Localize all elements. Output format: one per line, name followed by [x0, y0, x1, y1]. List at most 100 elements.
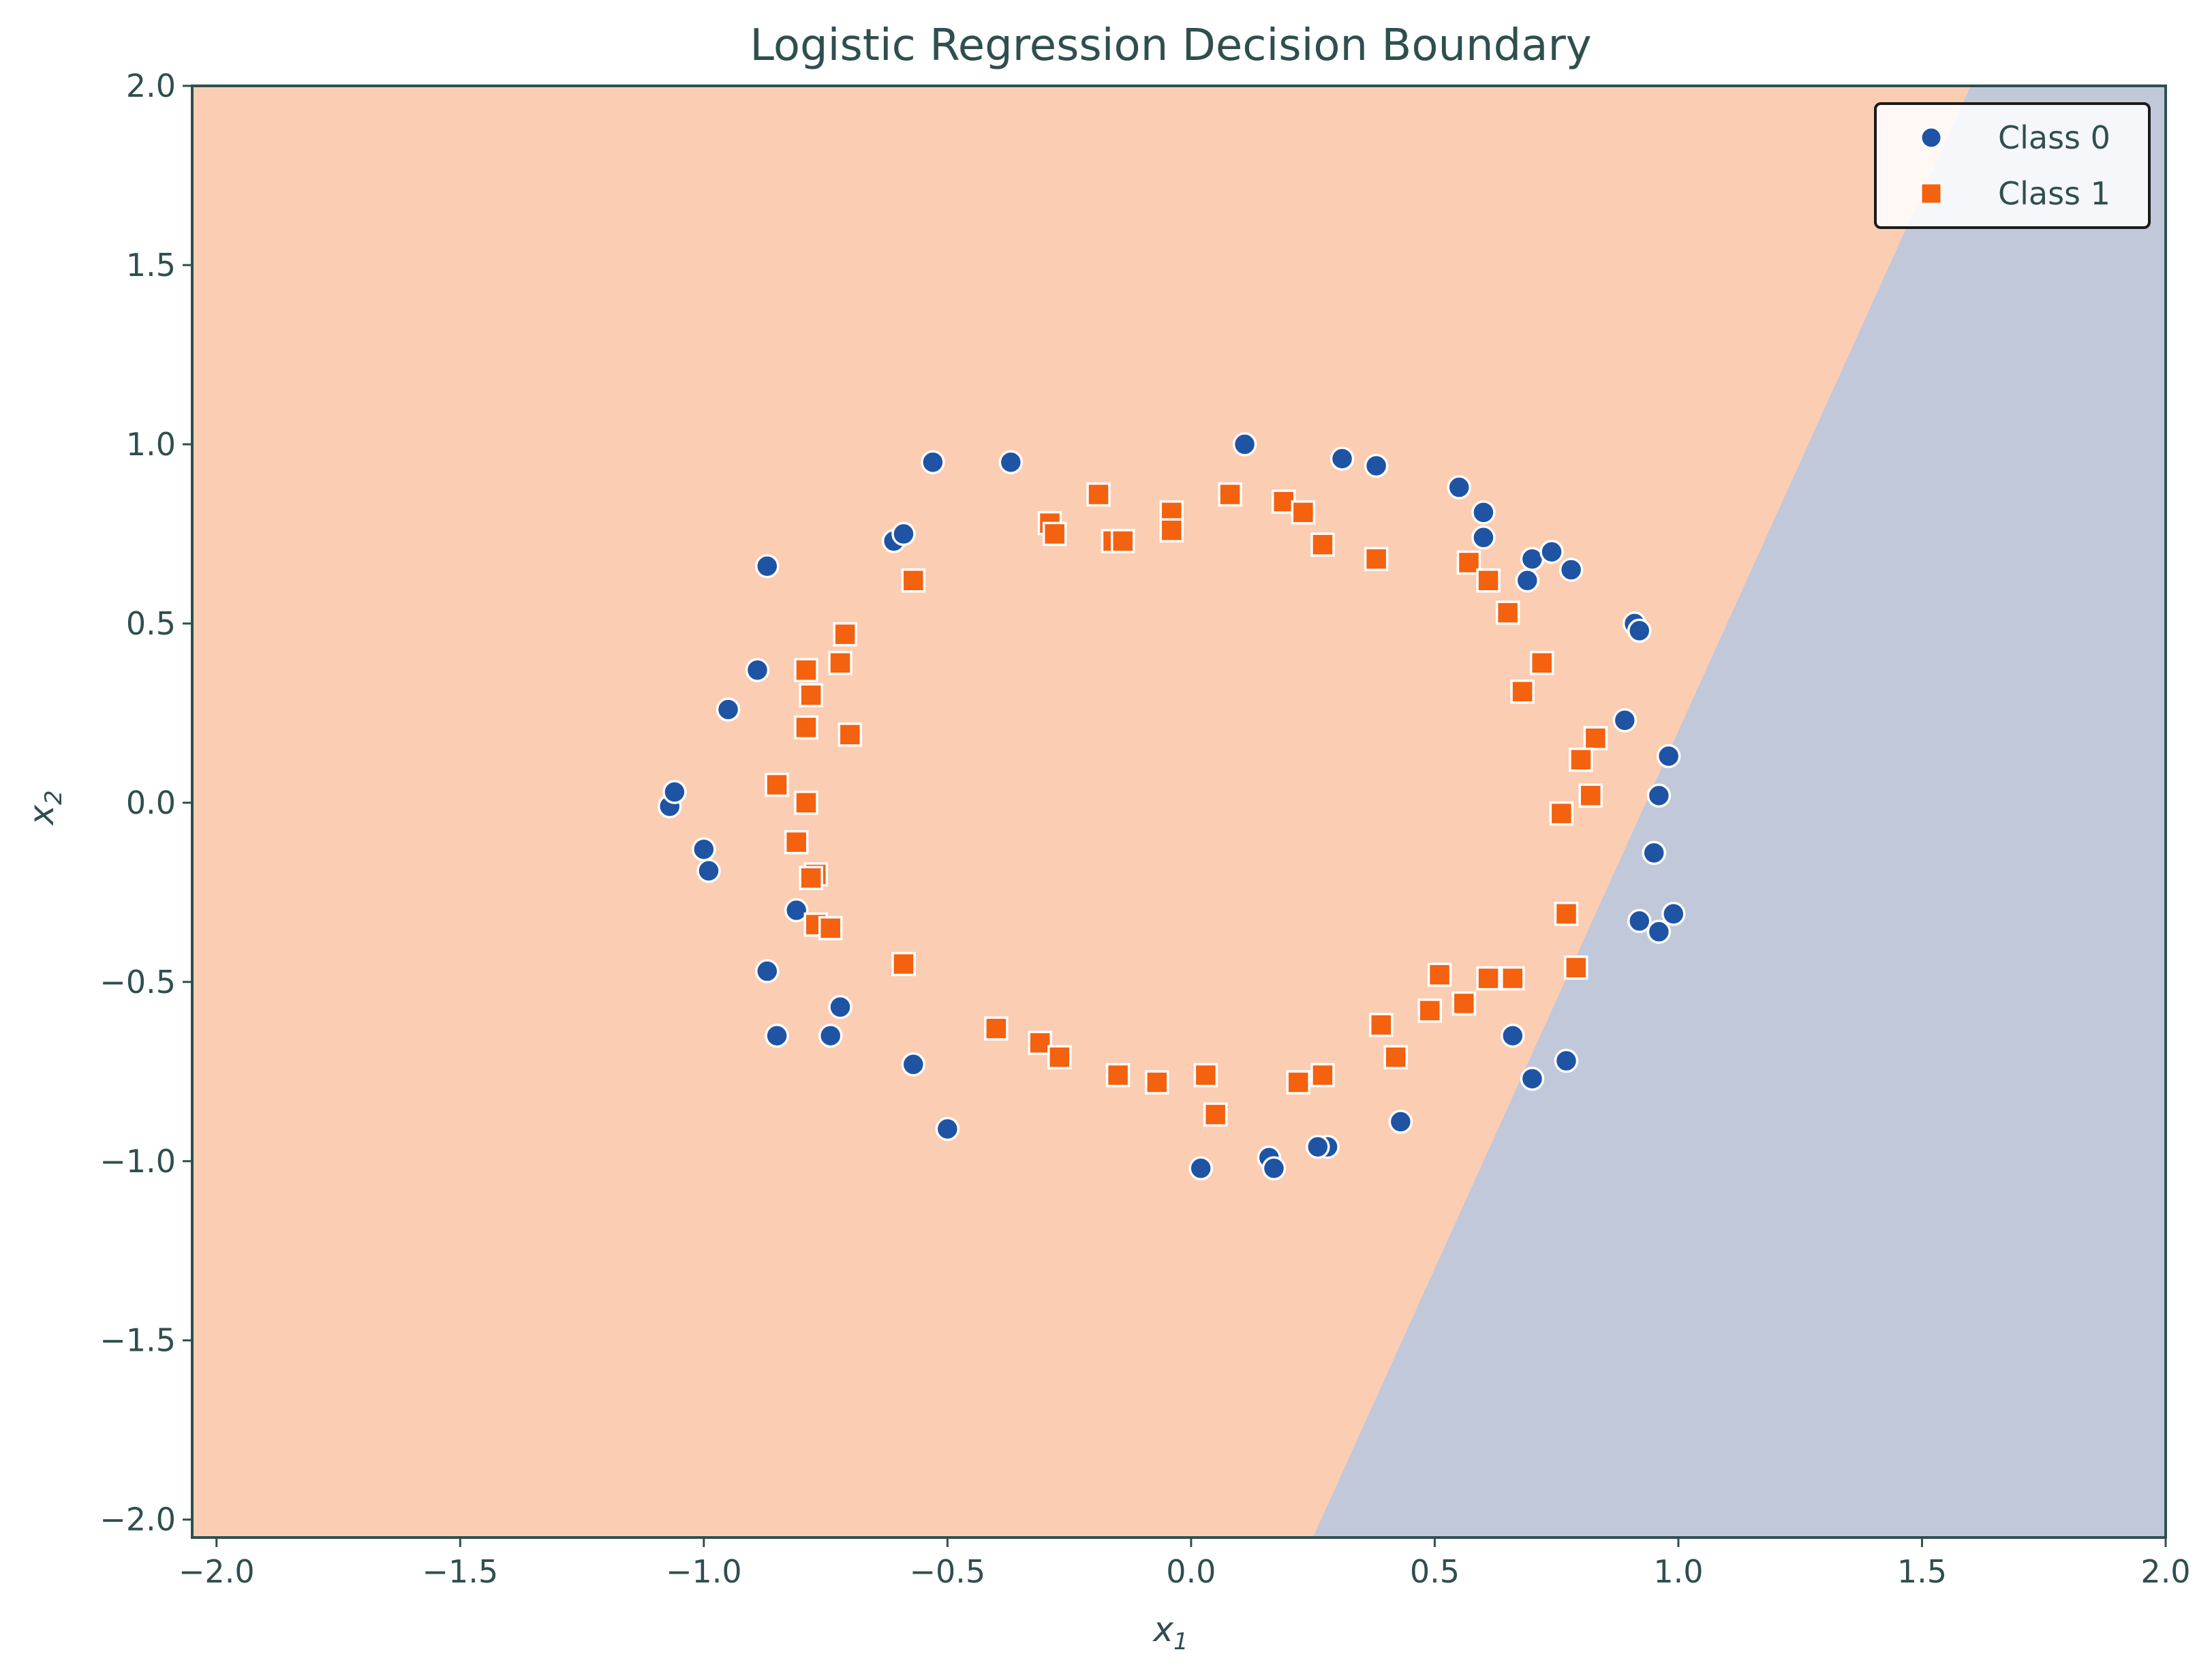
class-0-point	[1388, 1110, 1413, 1134]
class-0-point	[1661, 902, 1686, 926]
class-1-point	[1456, 550, 1481, 575]
class-1-point	[1578, 783, 1603, 808]
class-0-point	[745, 658, 770, 683]
class-1-point	[1417, 998, 1443, 1023]
class-1-point	[818, 916, 843, 940]
y-tick-label: −1.5	[99, 1322, 176, 1359]
class-0-point	[1656, 744, 1681, 769]
class-1-point	[1427, 962, 1452, 988]
class-1-point	[1451, 991, 1477, 1016]
class-1-point	[1028, 1030, 1052, 1055]
class-0-region	[1312, 86, 2166, 1538]
x-tick-label: 1.0	[1653, 1553, 1703, 1590]
class-0-point	[1232, 432, 1257, 457]
class-0-point	[784, 898, 809, 923]
class-0-point	[1515, 568, 1540, 593]
class-1-point	[1111, 529, 1135, 553]
y-tick-label: 0.0	[126, 784, 176, 821]
x-tick-label: 1.5	[1897, 1553, 1947, 1590]
class-1-point	[1501, 966, 1525, 991]
class-0-point	[998, 450, 1024, 474]
class-1-point	[1193, 1062, 1218, 1088]
y-tick-label: 2.0	[126, 67, 176, 104]
class-1-point	[838, 722, 863, 747]
class-0-point	[755, 553, 780, 579]
legend-label-class-1: Class 1	[1998, 175, 2110, 212]
class-0-point	[1554, 1048, 1579, 1073]
class-0-point	[1612, 708, 1638, 733]
class-1-point	[1291, 500, 1316, 525]
class-0-point	[1364, 453, 1389, 478]
class-1-point	[1554, 902, 1579, 926]
class-0-point	[1330, 446, 1355, 471]
class-1-point	[1476, 966, 1501, 991]
class-0-point	[1261, 1156, 1287, 1181]
class-1-point	[1583, 726, 1608, 750]
x-tick-label: −2.0	[179, 1553, 255, 1590]
class-0-point	[901, 1052, 926, 1077]
x-tick-label: −0.5	[909, 1553, 985, 1590]
class-1-point	[1529, 650, 1554, 675]
x-axis-ticks: −2.0 −1.5 −1.0 −0.5 0.0 0.5 1.0 1.5 2.0	[179, 1538, 2191, 1590]
plot-frame	[191, 85, 2167, 1539]
class-0-point	[1646, 919, 1672, 944]
class-1-point	[799, 683, 823, 707]
y-axis-label-subscript: 2	[40, 790, 67, 805]
class-0-point	[1188, 1156, 1213, 1181]
class-1-point	[1364, 547, 1389, 571]
class-1-point	[1476, 568, 1501, 593]
legend-box	[1874, 102, 2151, 229]
x-tick-label: −1.5	[422, 1553, 498, 1590]
class-1-point	[794, 715, 818, 740]
class-0-point	[662, 780, 687, 804]
class-1-point	[901, 568, 926, 593]
x-axis-label: x1	[1152, 1610, 1188, 1655]
x-tick-label: 0.0	[1166, 1553, 1216, 1590]
class-0-point	[1539, 539, 1564, 564]
class-1-point	[784, 829, 809, 855]
class-0-point	[1642, 840, 1666, 866]
class-1-point	[1042, 521, 1067, 547]
class-1-point	[1159, 518, 1184, 542]
class-1-point	[799, 866, 823, 891]
class-0-point	[818, 1023, 843, 1048]
x-tick-label: 0.5	[1410, 1553, 1460, 1590]
x-axis-label-subscript: 1	[1173, 1628, 1188, 1655]
class-1-point	[794, 658, 818, 683]
class-0-point	[1520, 1067, 1545, 1091]
legend: Class 0 Class 1	[1874, 102, 2151, 229]
class-1-point	[1145, 1070, 1169, 1095]
x-tick-label: −1.0	[666, 1553, 742, 1590]
class-0-point	[1306, 1134, 1330, 1159]
class-0-point	[1646, 783, 1672, 808]
y-tick-label: −1.0	[99, 1143, 176, 1180]
class-1-point	[1383, 1045, 1408, 1070]
class-0-point	[1627, 908, 1652, 934]
y-axis-label-main: x	[22, 805, 61, 827]
class-1-point	[1549, 801, 1574, 826]
class-1-point	[765, 772, 789, 797]
y-axis-ticks: −2.0 −1.5 −1.0 −0.5 0.0 0.5 1.0 1.5 2.0	[99, 67, 192, 1538]
x-axis-label-main: x	[1152, 1610, 1173, 1649]
class-0-point	[1627, 618, 1652, 643]
class-0-point	[755, 959, 780, 983]
class-0-point	[692, 837, 716, 861]
class-0-point	[1471, 500, 1496, 525]
class-1-point	[828, 650, 852, 675]
class-0-point	[1501, 1023, 1525, 1048]
legend-marker-class-0	[1920, 126, 1943, 149]
y-tick-label: 1.5	[126, 247, 176, 284]
class-1-point	[1105, 1062, 1131, 1088]
class-1-point	[984, 1016, 1009, 1041]
class-1-point	[1086, 482, 1111, 507]
plot-area	[191, 85, 2167, 1539]
y-tick-label: −0.5	[99, 964, 176, 1000]
legend-marker-class-1	[1920, 182, 1943, 205]
class-0-point	[1447, 475, 1471, 500]
class-0-point	[935, 1116, 960, 1142]
class-0-point	[696, 859, 721, 883]
class-1-point	[1310, 1062, 1335, 1088]
class-0-point	[828, 994, 852, 1020]
class-1-point	[1286, 1070, 1310, 1095]
